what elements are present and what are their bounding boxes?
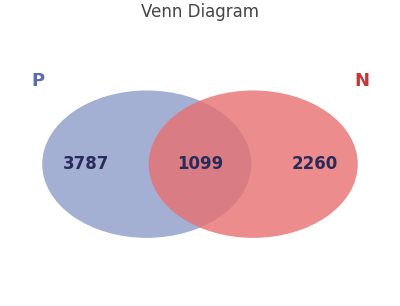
Text: 3787: 3787	[62, 155, 109, 173]
Text: 2260: 2260	[291, 155, 338, 173]
Circle shape	[149, 91, 358, 238]
Circle shape	[42, 91, 251, 238]
Text: 1099: 1099	[177, 155, 223, 173]
Title: Venn Diagram: Venn Diagram	[141, 3, 259, 21]
Text: N: N	[354, 72, 369, 90]
Text: P: P	[32, 72, 45, 90]
